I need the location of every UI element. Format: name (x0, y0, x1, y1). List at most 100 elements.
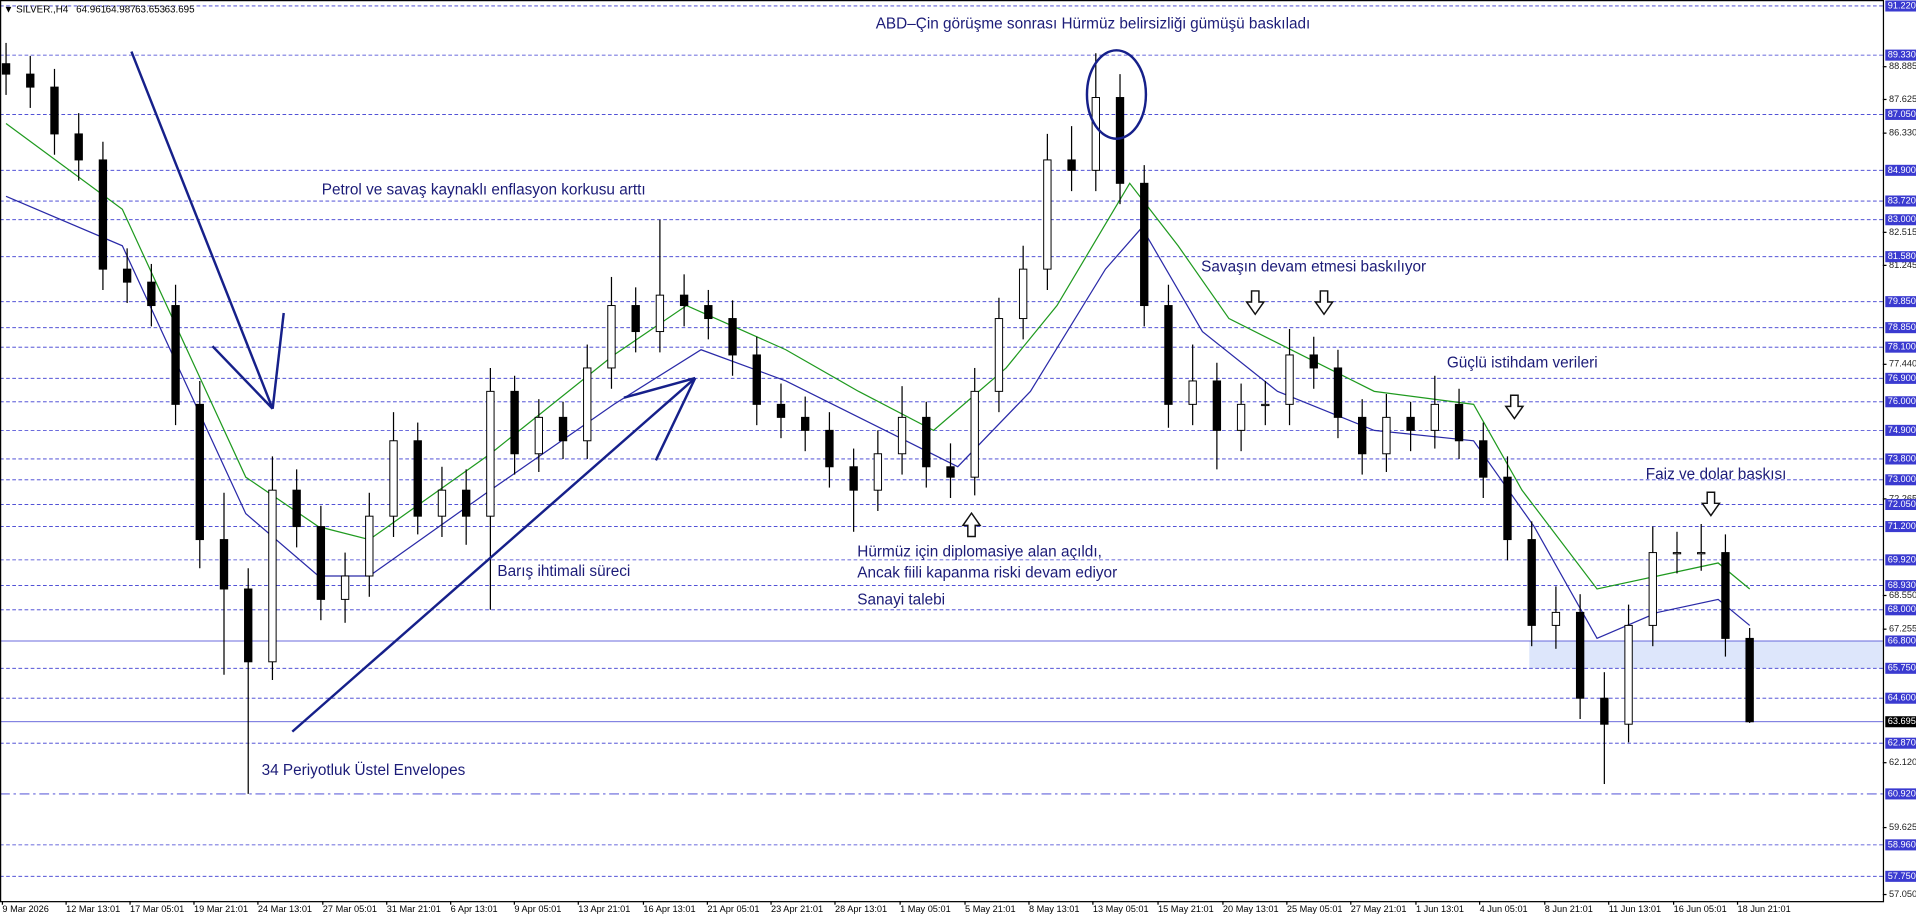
candle-body (631, 305, 640, 333)
candle-body (1091, 97, 1100, 171)
y-tick-label: 81.245 (1889, 260, 1916, 270)
candle-body (534, 416, 543, 455)
x-tick-label: 24 Mar 13:01 (258, 904, 312, 914)
envelope-line (5, 195, 1751, 640)
y-tick-label: 62.120 (1889, 757, 1916, 767)
candle-body (292, 489, 301, 528)
level-label-box (1885, 396, 1916, 408)
annotation: ABD–Çin görüşme sonrası Hürmüz belirsizl… (876, 16, 1311, 33)
close: 63.695 (165, 4, 196, 15)
candle-body (486, 390, 495, 517)
level-label-box (1885, 474, 1916, 486)
level-label-box (1885, 635, 1916, 647)
level-label: 72.050 (1888, 499, 1916, 509)
candle-body (1648, 552, 1657, 626)
y-tick-label: 86.330 (1889, 128, 1916, 138)
x-tick-label: 11 Jun 13:01 (1609, 904, 1661, 914)
level-label: 76.000 (1888, 396, 1916, 406)
level-label: 68.930 (1888, 580, 1916, 590)
candle-body (122, 268, 132, 283)
level-label-box (1885, 322, 1916, 334)
candle-body (50, 86, 59, 135)
level-label-box (1885, 604, 1916, 616)
candle-body (1527, 539, 1536, 626)
level-label: 83.000 (1888, 214, 1916, 224)
candle-body (461, 489, 471, 517)
current-price-box (1885, 716, 1916, 728)
level-label-box (1885, 453, 1916, 465)
x-tick-label: 19 Mar 21:01 (194, 904, 248, 914)
y-tick-label: 82.515 (1889, 227, 1916, 237)
x-tick-label: 25 May 05:01 (1287, 904, 1343, 914)
level-label: 69.920 (1888, 554, 1916, 564)
current-price-label: 63.695 (1888, 716, 1916, 726)
header: ▼ SILVER.,H4 64.961 64.987 63.653 63.695 (4, 4, 195, 15)
candle-body (1721, 552, 1730, 639)
candle-body (1236, 403, 1246, 431)
x-tick-label: 16 Jun 05:01 (1674, 904, 1727, 914)
candle-body (679, 294, 689, 307)
level-label: 73.000 (1888, 474, 1916, 484)
down-arrow (1504, 394, 1525, 420)
trend-line (130, 51, 274, 410)
candle-body (389, 440, 398, 517)
x-tick-label: 9 Apr 05:01 (514, 904, 561, 914)
level-label: 83.720 (1888, 195, 1916, 205)
trend-line (654, 377, 697, 461)
candle-body (1479, 440, 1488, 478)
level-label-box (1885, 554, 1916, 566)
level-label: 68.000 (1888, 604, 1916, 614)
highlight-ellipse (1085, 49, 1148, 140)
down-arrow (1700, 491, 1721, 517)
candle-body (1382, 416, 1391, 455)
candle-body (340, 575, 350, 600)
candle-body (413, 440, 422, 517)
price-zone (1529, 641, 1883, 669)
x-tick-label: 13 May 05:01 (1093, 904, 1149, 914)
level-label-box (1885, 108, 1916, 120)
x-tick-label: 8 May 13:01 (1029, 904, 1080, 914)
annotation: Savaşın devam etmesi baskılıyor (1201, 259, 1426, 276)
candle-body (268, 489, 277, 663)
candle-body (1018, 268, 1028, 320)
candle-body (728, 318, 737, 356)
x-tick-label: 5 May 21:01 (965, 904, 1016, 914)
down-arrow (1245, 290, 1266, 316)
candle-body (1164, 305, 1173, 405)
x-tick-label: 16 Apr 13:01 (643, 904, 695, 914)
candle-body (1406, 416, 1415, 431)
candle-body (244, 588, 253, 663)
level-label: 73.800 (1888, 453, 1916, 463)
annotation: Faiz ve dolar baskısı (1646, 466, 1787, 483)
candle-body (1, 63, 11, 75)
x-tick-label: 9 Mar 2026 (2, 904, 48, 914)
candle-body (583, 367, 592, 442)
level-label-box (1885, 296, 1916, 308)
level-label: 65.750 (1888, 663, 1916, 673)
candle-body (219, 539, 229, 590)
x-tick-label: 21 Apr 05:01 (707, 904, 759, 914)
candle-body (74, 133, 83, 161)
high: 64.987 (106, 4, 136, 15)
candle-body (752, 354, 761, 405)
level-label: 76.900 (1888, 373, 1916, 383)
x-tick-label: 8 Jun 21:01 (1545, 904, 1593, 914)
candle-body (1430, 403, 1440, 431)
x-tick-label: 1 Jun 13:01 (1416, 904, 1464, 914)
candle-body (1285, 354, 1294, 405)
candle-body (365, 515, 374, 577)
level-label-box (1885, 164, 1916, 176)
x-tick-label: 1 May 05:01 (900, 904, 951, 914)
level-label-box (1885, 788, 1916, 800)
level-label: 57.750 (1888, 871, 1916, 881)
x-tick-label: 15 May 21:01 (1158, 904, 1214, 914)
candle-body (1358, 416, 1367, 455)
candle-body (1503, 476, 1512, 541)
candle-body (510, 390, 519, 455)
candle-body (897, 416, 907, 455)
trend-line (623, 376, 696, 399)
y-tick-label: 59.625 (1889, 822, 1916, 832)
